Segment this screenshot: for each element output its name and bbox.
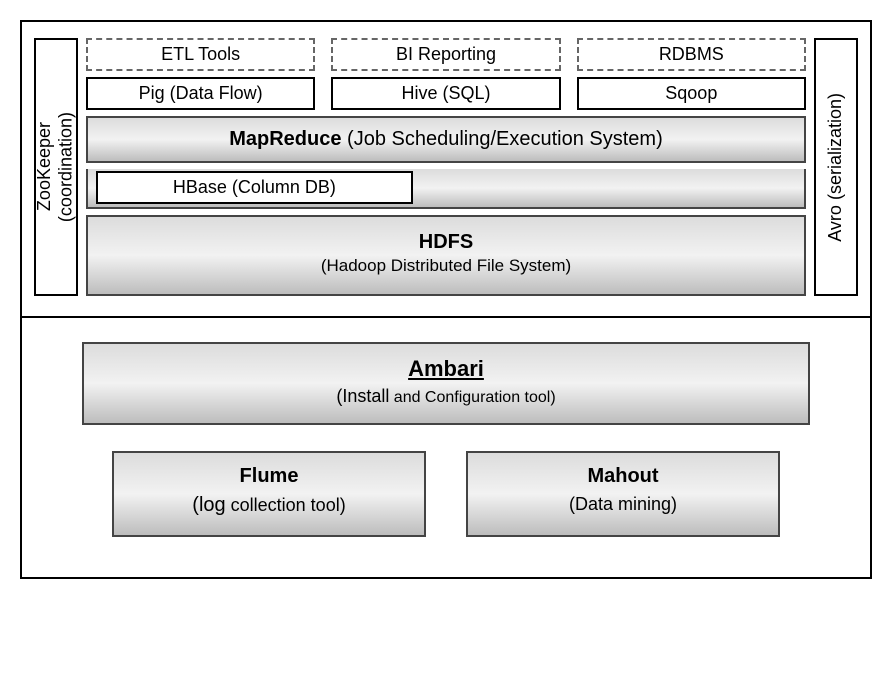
sqoop-box: Sqoop <box>577 77 806 110</box>
zookeeper-label: ZooKeeper (coordination) <box>34 112 77 222</box>
bi-reporting-box: BI Reporting <box>331 38 560 71</box>
flume-box: Flume (log collection tool) <box>112 451 426 537</box>
core-stack-section: ZooKeeper (coordination) ETL Tools BI Re… <box>22 22 870 318</box>
external-tools-row: ETL Tools BI Reporting RDBMS <box>86 38 806 71</box>
hbase-box: HBase (Column DB) <box>96 171 413 204</box>
hadoop-ecosystem-diagram: ZooKeeper (coordination) ETL Tools BI Re… <box>20 20 872 579</box>
mapreduce-subtitle: (Job Scheduling/Execution System) <box>341 128 662 150</box>
center-stack: ETL Tools BI Reporting RDBMS Pig (Data F… <box>86 38 806 296</box>
zookeeper-pillar: ZooKeeper (coordination) <box>34 38 78 296</box>
hdfs-title: HDFS <box>96 231 796 254</box>
avro-subtitle: (serialization) <box>825 93 845 200</box>
zookeeper-title: ZooKeeper <box>34 122 54 211</box>
support-tools-section: Ambari (Install and Configuration tool) … <box>22 318 870 577</box>
abstraction-layer-row: Pig (Data Flow) Hive (SQL) Sqoop <box>86 77 806 110</box>
ambari-subtitle: (Install and Configuration tool) <box>92 386 800 407</box>
mahout-subtitle: (Data mining) <box>476 494 770 515</box>
hdfs-box: HDFS (Hadoop Distributed File System) <box>86 215 806 296</box>
ambari-box: Ambari (Install and Configuration tool) <box>82 342 810 425</box>
mapreduce-box: MapReduce (Job Scheduling/Execution Syst… <box>86 116 806 163</box>
etl-tools-box: ETL Tools <box>86 38 315 71</box>
ambari-sub-a: (Install <box>336 386 389 406</box>
flume-subtitle: (log collection tool) <box>122 494 416 517</box>
rdbms-box: RDBMS <box>577 38 806 71</box>
mahout-title: Mahout <box>476 465 770 488</box>
flume-sub-b: collection tool) <box>226 495 346 515</box>
ambari-title: Ambari <box>92 356 800 382</box>
hive-box: Hive (SQL) <box>331 77 560 110</box>
zookeeper-subtitle: (coordination) <box>56 112 76 222</box>
hdfs-subtitle: (Hadoop Distributed File System) <box>96 256 796 276</box>
flume-title: Flume <box>122 465 416 488</box>
hbase-layer: HBase (Column DB) <box>86 169 806 209</box>
mapreduce-title: MapReduce <box>229 128 341 150</box>
avro-label: Avro (serialization) <box>825 93 847 242</box>
ambari-sub-b: and Configuration tool) <box>389 389 555 406</box>
mahout-box: Mahout (Data mining) <box>466 451 780 537</box>
bottom-tools-row: Flume (log collection tool) Mahout (Data… <box>82 451 810 537</box>
avro-title: Avro <box>825 205 845 242</box>
avro-pillar: Avro (serialization) <box>814 38 858 296</box>
flume-sub-a: (log <box>192 494 225 516</box>
pig-box: Pig (Data Flow) <box>86 77 315 110</box>
